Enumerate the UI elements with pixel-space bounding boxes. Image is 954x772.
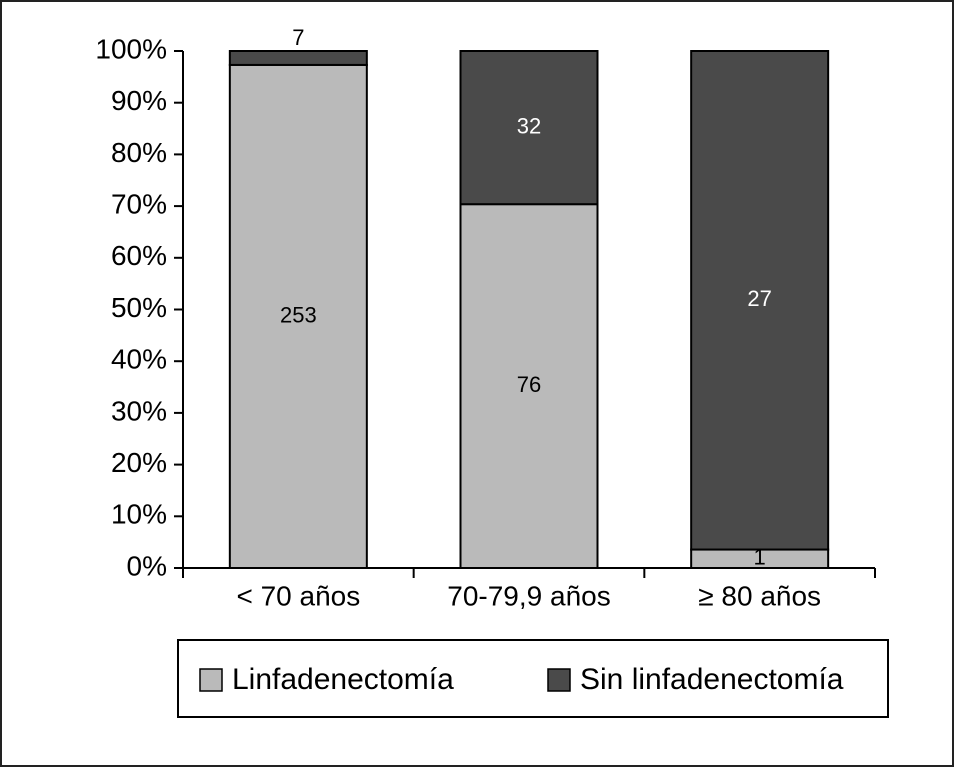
bar-segment — [228, 63, 368, 570]
bar-segment — [228, 50, 368, 66]
value-label: 32 — [517, 113, 541, 138]
value-label: 253 — [280, 302, 317, 327]
value-label: 27 — [747, 286, 771, 311]
y-tick-label: 50% — [111, 292, 167, 323]
legend-box — [177, 639, 889, 718]
y-tick-label: 60% — [111, 240, 167, 271]
y-tick-label: 100% — [95, 33, 167, 64]
bar-segment — [459, 203, 599, 569]
bar-segment — [459, 50, 599, 206]
y-tick-label: 0% — [127, 550, 167, 581]
legend-label: Sin linfadenectomía — [580, 663, 844, 696]
y-tick-label: 40% — [111, 344, 167, 375]
legend-label: Linfadenectomía — [232, 663, 454, 696]
y-tick-label: 30% — [111, 395, 167, 426]
y-tick-label: 80% — [111, 137, 167, 168]
y-tick-label: 90% — [111, 85, 167, 116]
value-label: 76 — [517, 372, 541, 397]
y-tick-label: 10% — [111, 499, 167, 530]
bar-segment — [690, 50, 830, 551]
x-tick-label: ≥ 80 años — [698, 580, 821, 611]
value-label: 1 — [754, 545, 766, 570]
x-tick-label: < 70 años — [236, 580, 360, 611]
x-tick-label: 70-79,9 años — [447, 580, 610, 611]
legend-swatch — [547, 668, 571, 692]
value-label: 7 — [292, 25, 304, 50]
y-tick-label: 70% — [111, 188, 167, 219]
y-tick-label: 20% — [111, 447, 167, 478]
legend-swatch — [199, 668, 223, 692]
